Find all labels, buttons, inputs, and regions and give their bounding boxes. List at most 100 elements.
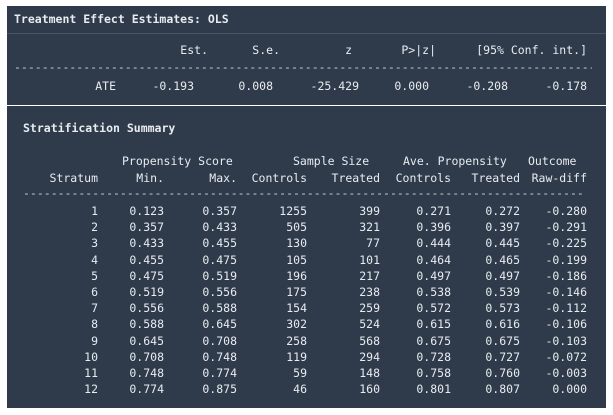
cell-treated: 148: [359, 366, 380, 380]
cell-max: 0.475: [202, 252, 237, 267]
col-header-raw-diff: Raw-diff: [531, 171, 587, 185]
col-header-max: Max.: [209, 171, 237, 185]
cell-raw-diff: -0.291: [545, 220, 587, 235]
cell-raw-diff: -0.146: [545, 285, 587, 299]
cell-treated: 238: [359, 285, 380, 299]
cell-raw-diff: -0.112: [545, 301, 587, 316]
cell-raw-diff: 0.000: [552, 382, 587, 397]
cell-controls: 46: [293, 382, 307, 397]
cell-controls: 505: [286, 220, 307, 235]
cell-treated: 217: [359, 268, 380, 283]
cell-ave-treated: 0.445: [485, 236, 520, 251]
cell-stratum: 3: [91, 236, 98, 251]
cell-min: 0.357: [129, 220, 164, 235]
header-se: S.e.: [252, 43, 280, 57]
cell-ave-treated: 0.573: [485, 301, 520, 316]
cell-max: 0.708: [202, 333, 237, 348]
cell-ave-treated: 0.272: [485, 204, 520, 218]
cell-controls: 258: [286, 333, 307, 348]
cell-stratum: 4: [91, 252, 98, 267]
cell-treated: 160: [359, 382, 380, 397]
cell-max: 0.455: [202, 236, 237, 251]
ate-label: ATE: [95, 79, 116, 93]
cell-ave-controls: 0.464: [416, 252, 451, 267]
cell-controls: 302: [286, 317, 307, 332]
cell-ave-controls: 0.497: [416, 268, 451, 283]
cell-min: 0.519: [129, 285, 164, 299]
ate-p: 0.000: [394, 79, 429, 93]
cell-raw-diff: -0.280: [545, 204, 587, 218]
cell-max: 0.875: [202, 382, 237, 397]
cell-ave-controls: 0.728: [416, 349, 451, 364]
ate-est: -0.193: [152, 79, 194, 93]
cell-ave-treated: 0.727: [485, 349, 520, 364]
cell-ave-treated: 0.760: [485, 366, 520, 380]
cell-controls: 1255: [279, 204, 307, 218]
cell-treated: 321: [359, 220, 380, 235]
cell-min: 0.556: [129, 301, 164, 316]
cell-raw-diff: -0.103: [545, 333, 587, 348]
cell-min: 0.433: [129, 236, 164, 251]
cell-min: 0.455: [129, 252, 164, 267]
cell-min: 0.645: [129, 333, 164, 348]
cell-max: 0.519: [202, 268, 237, 283]
cell-controls: 175: [286, 285, 307, 299]
cell-treated: 399: [359, 204, 380, 218]
header-p: P>|z|: [401, 43, 436, 57]
cell-raw-diff: -0.106: [545, 317, 587, 332]
col-header-ave-controls: Controls: [395, 171, 451, 185]
cell-ave-controls: 0.572: [416, 301, 451, 316]
cell-max: 0.774: [202, 366, 237, 380]
cell-max: 0.357: [202, 204, 237, 218]
cell-ave-controls: 0.271: [416, 204, 451, 218]
cell-ave-controls: 0.801: [416, 382, 451, 397]
cell-ave-treated: 0.497: [485, 268, 520, 283]
ate-ci-high: -0.178: [545, 79, 587, 93]
cell-ave-controls: 0.444: [416, 236, 451, 251]
cell-controls: 196: [286, 268, 307, 283]
header-z: z: [345, 43, 352, 57]
cell-ave-treated: 0.539: [485, 285, 520, 299]
group-header-sample: Sample Size: [293, 154, 370, 168]
group-header-ave: Ave. Propensity: [403, 154, 507, 168]
stratification-panel: Stratification Summary Propensity Score …: [7, 106, 606, 408]
header-est: Est.: [180, 43, 208, 57]
cell-stratum: 5: [91, 268, 98, 283]
cell-stratum: 9: [91, 333, 98, 348]
ols-divider: [7, 33, 606, 34]
cell-ave-treated: 0.807: [485, 382, 520, 397]
col-header-controls: Controls: [251, 171, 307, 185]
cell-raw-diff: -0.003: [545, 366, 587, 380]
group-header-propensity: Propensity Score: [122, 154, 233, 168]
cell-ave-treated: 0.675: [485, 333, 520, 348]
col-header-ave-treated: Treated: [471, 171, 520, 185]
cell-raw-diff: -0.186: [545, 268, 587, 283]
col-header-stratum: Stratum: [49, 171, 98, 185]
cell-ave-controls: 0.758: [416, 366, 451, 380]
cell-min: 0.123: [129, 204, 164, 218]
cell-ave-treated: 0.616: [485, 317, 520, 332]
cell-controls: 59: [293, 366, 307, 380]
ols-dashes: ----------------------------------------…: [14, 60, 592, 74]
cell-max: 0.433: [202, 220, 237, 235]
cell-max: 0.645: [202, 317, 237, 332]
cell-treated: 101: [359, 252, 380, 267]
cell-controls: 105: [286, 252, 307, 267]
cell-stratum: 10: [84, 349, 98, 364]
cell-stratum: 7: [91, 301, 98, 316]
cell-stratum: 12: [84, 382, 98, 397]
cell-stratum: 2: [91, 220, 98, 235]
strat-title: Stratification Summary: [23, 121, 176, 135]
cell-controls: 119: [286, 349, 307, 364]
cell-treated: 568: [359, 333, 380, 348]
cell-ave-treated: 0.397: [485, 220, 520, 235]
strat-dashes: ----------------------------------------…: [23, 186, 584, 200]
header-ci: [95% Conf. int.]: [476, 43, 587, 57]
ols-panel: Treatment Effect Estimates: OLS Est. S.e…: [7, 6, 606, 105]
cell-min: 0.774: [129, 382, 164, 397]
group-header-outcome: Outcome: [528, 154, 577, 168]
cell-raw-diff: -0.072: [545, 349, 587, 364]
cell-stratum: 6: [91, 285, 98, 299]
col-header-treated: Treated: [331, 171, 380, 185]
cell-min: 0.588: [129, 317, 164, 332]
